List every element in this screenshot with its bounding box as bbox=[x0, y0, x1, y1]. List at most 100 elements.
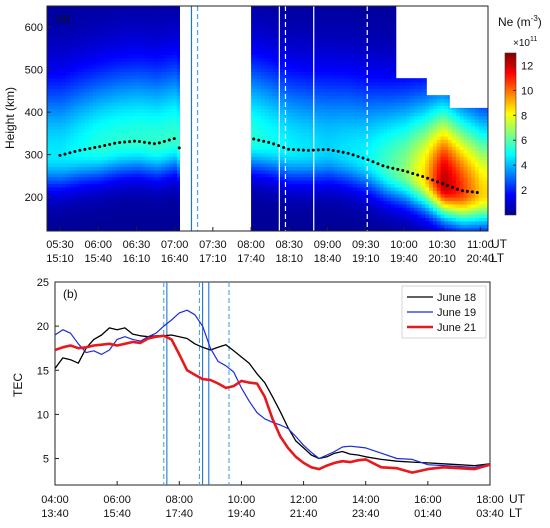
heatmap-cell bbox=[54, 132, 60, 137]
heatmap-cell bbox=[85, 122, 90, 127]
heatmap-cell bbox=[322, 91, 327, 96]
heatmap-cell bbox=[119, 122, 125, 127]
heatmap-cell bbox=[104, 61, 109, 66]
heatmap-cell bbox=[89, 207, 94, 212]
heatmap-cell bbox=[165, 152, 170, 157]
heatmap-cell bbox=[173, 129, 178, 134]
heatmap-cell bbox=[161, 10, 167, 15]
heatmap-cell bbox=[146, 23, 151, 28]
heatmap-cell bbox=[73, 183, 79, 188]
heatmap-cell bbox=[306, 224, 312, 229]
heatmap-cell bbox=[96, 156, 102, 161]
heatmap-cell bbox=[146, 6, 151, 8]
heatmap-cell bbox=[322, 122, 327, 127]
heatmap-cell bbox=[325, 173, 331, 178]
heatmap-cell bbox=[268, 224, 274, 229]
heatmap-cell bbox=[176, 203, 182, 208]
heatmap-cell bbox=[157, 105, 163, 110]
heatmap-cell bbox=[322, 27, 327, 32]
heatmap-cell bbox=[127, 224, 132, 229]
heatmap-cell bbox=[299, 105, 304, 110]
heatmap-cell bbox=[154, 146, 159, 151]
heatmap-cell bbox=[299, 95, 304, 100]
heatmap-cell bbox=[253, 152, 258, 157]
heatmap-cell bbox=[318, 122, 323, 127]
heatmap-cell bbox=[329, 210, 335, 215]
heatmap-cell bbox=[291, 207, 296, 212]
heatmap-cell bbox=[157, 10, 163, 15]
heatmap-cell bbox=[62, 125, 67, 130]
heatmap-cell bbox=[92, 98, 98, 103]
heatmap-cell bbox=[295, 169, 300, 174]
heatmap-cell bbox=[104, 101, 109, 106]
heatmap-cell bbox=[287, 224, 293, 229]
heatmap-cell bbox=[66, 84, 71, 89]
heatmap-cell bbox=[314, 20, 319, 25]
heatmap-cell bbox=[81, 173, 86, 178]
heatmap-cell bbox=[329, 183, 335, 188]
heatmap-cell bbox=[276, 23, 281, 28]
heatmap-cell bbox=[264, 91, 270, 96]
heatmap-cell bbox=[276, 159, 281, 164]
heatmap-cell bbox=[161, 20, 167, 25]
heatmap-cell bbox=[138, 47, 144, 52]
heatmap-cell bbox=[115, 67, 121, 72]
heatmap-cell bbox=[303, 81, 308, 86]
heatmap-cell bbox=[138, 95, 144, 100]
heatmap-cell bbox=[264, 166, 270, 171]
heatmap-cell bbox=[261, 149, 266, 154]
heatmap-cell bbox=[264, 169, 270, 174]
heatmap-cell bbox=[123, 159, 128, 164]
heatmap-cell bbox=[176, 122, 182, 127]
heatmap-cell bbox=[261, 156, 266, 161]
heatmap-cell bbox=[146, 129, 151, 134]
heatmap-cell bbox=[150, 227, 155, 231]
heatmap-cell bbox=[283, 139, 289, 144]
heatmap-cell bbox=[131, 132, 136, 137]
heatmap-cell bbox=[77, 203, 82, 208]
heatmap-cell bbox=[253, 95, 258, 100]
heatmap-cell bbox=[100, 146, 105, 151]
heatmap-cell bbox=[134, 152, 140, 157]
heatmap-cell bbox=[303, 47, 308, 52]
heatmap-cell bbox=[329, 207, 335, 212]
heatmap-cell bbox=[85, 67, 90, 72]
heatmap-cell bbox=[77, 135, 82, 140]
heatmap-cell bbox=[127, 183, 132, 188]
heatmap-cell bbox=[310, 57, 316, 62]
heatmap-cell bbox=[111, 217, 117, 222]
heatmap-cell bbox=[115, 176, 121, 181]
heatmap-cell bbox=[127, 34, 132, 39]
heatmap-cell bbox=[261, 115, 266, 120]
heatmap-cell bbox=[58, 227, 63, 231]
heatmap-cell bbox=[264, 220, 270, 225]
heatmap-cell bbox=[127, 6, 132, 11]
heatmap-cell bbox=[318, 183, 323, 188]
heatmap-cell bbox=[154, 23, 159, 28]
heatmap-cell bbox=[257, 23, 262, 28]
heatmap-cell bbox=[253, 105, 258, 110]
heatmap-cell bbox=[283, 74, 289, 79]
heatmap-cell bbox=[154, 163, 159, 168]
heatmap-cell bbox=[66, 227, 71, 231]
heatmap-cell bbox=[257, 64, 262, 69]
heatmap-cell bbox=[257, 197, 262, 202]
heatmap-cell bbox=[303, 132, 308, 137]
heatmap-cell bbox=[58, 101, 63, 106]
heatmap-cell bbox=[249, 193, 254, 198]
heatmap-cell bbox=[85, 88, 90, 93]
heatmap-cell bbox=[77, 105, 82, 110]
heatmap-cell bbox=[134, 67, 140, 72]
heatmap-cell bbox=[280, 84, 285, 89]
heatmap-cell bbox=[85, 176, 90, 181]
heatmap-cell bbox=[280, 61, 285, 66]
heatmap-cell bbox=[73, 132, 79, 137]
heatmap-cell bbox=[108, 207, 113, 212]
heatmap-cell bbox=[123, 224, 128, 229]
heatmap-cell bbox=[322, 112, 327, 117]
heatmap-cell bbox=[261, 129, 266, 134]
heatmap-cell bbox=[50, 156, 56, 161]
heatmap-cell bbox=[325, 17, 331, 22]
heatmap-cell bbox=[272, 40, 277, 45]
heatmap-cell bbox=[173, 64, 178, 69]
